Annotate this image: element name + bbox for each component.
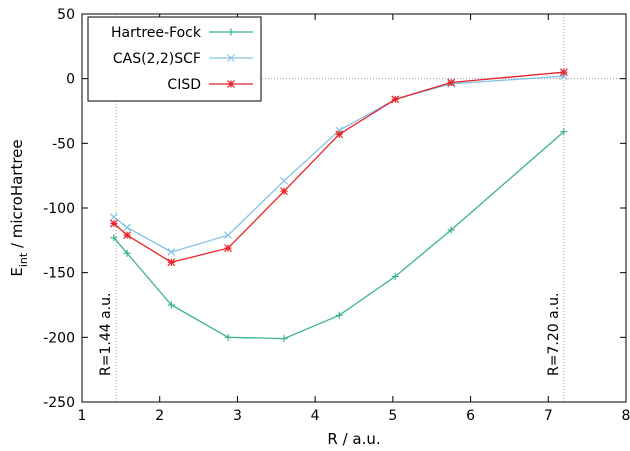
y-axis-title-main: E <box>8 267 26 276</box>
data-point <box>123 223 131 232</box>
data-point <box>280 187 288 196</box>
data-point <box>227 80 235 88</box>
marker-stroke <box>280 176 288 185</box>
data-point <box>123 249 131 257</box>
x-tick-label: 1 <box>78 408 87 424</box>
marker-stroke <box>123 223 131 232</box>
data-point <box>123 231 131 240</box>
x-tick-label: 3 <box>233 408 242 424</box>
data-point <box>224 333 232 341</box>
x-tick-label: 8 <box>622 408 630 424</box>
data-point <box>227 54 235 62</box>
y-tick-label: 50 <box>57 7 75 23</box>
marker-stroke <box>280 187 288 196</box>
marker-stroke <box>335 130 344 139</box>
data-point <box>109 219 118 228</box>
data-point <box>560 128 568 136</box>
marker-stroke <box>391 95 400 104</box>
y-tick-label: -50 <box>52 136 75 152</box>
y-axis-title: Eint / microHartree <box>8 139 30 276</box>
x-tick-label: 6 <box>466 408 475 424</box>
data-point <box>167 248 176 256</box>
marker-stroke <box>559 68 568 77</box>
legend-label: CAS(2,2)SCF <box>113 51 201 67</box>
marker-stroke <box>167 248 176 256</box>
data-point <box>559 68 568 77</box>
marker-stroke <box>123 231 131 240</box>
series-line-cas-2-2-scf <box>113 75 564 253</box>
y-axis-title-rest: / microHartree <box>8 139 26 252</box>
marker-stroke <box>224 244 233 253</box>
legend-label: Hartree-Fock <box>111 25 202 41</box>
ticks: 1 2 3 4 5 6 7 8 -250 -200 -150 -100 -50 0 50 <box>43 7 630 424</box>
annotations: R=1.44 a.u. R=7.20 a.u. <box>98 293 562 376</box>
marker-stroke <box>227 80 235 88</box>
data-point <box>335 130 344 139</box>
data-point <box>280 176 288 185</box>
data-point <box>167 258 176 267</box>
data-point <box>447 226 455 234</box>
y-tick-label: -250 <box>43 395 75 411</box>
data-point <box>391 95 400 104</box>
y-tick-label: -100 <box>43 201 75 217</box>
marker-stroke <box>109 213 118 221</box>
y-tick-label: -150 <box>43 266 75 282</box>
data-point <box>224 231 233 240</box>
marker-stroke <box>224 231 233 240</box>
y-tick-label: 0 <box>66 72 75 88</box>
legend-entries: Hartree-Fock CAS(2,2)SCF CISD <box>111 25 253 93</box>
data-point <box>335 311 343 319</box>
x-axis-title: R / a.u. <box>327 430 380 448</box>
y-axis-title-sub: int <box>17 252 30 267</box>
x-tick-label: 7 <box>544 408 553 424</box>
legend: Hartree-Fock CAS(2,2)SCF CISD <box>87 16 262 102</box>
reference-line-label: R=1.44 a.u. <box>98 293 114 376</box>
legend-label: CISD <box>167 77 201 93</box>
series-line-hartree-fock <box>113 131 565 340</box>
marker-stroke <box>109 219 118 228</box>
marker-stroke <box>167 258 176 267</box>
x-tick-label: 5 <box>388 408 397 424</box>
data-point <box>447 78 456 87</box>
marker-stroke <box>447 78 456 87</box>
data-point <box>109 213 118 221</box>
series-layer <box>109 68 568 343</box>
data-point <box>391 273 399 281</box>
x-tick-label: 2 <box>155 408 164 424</box>
data-point <box>167 301 175 309</box>
y-tick-label: -200 <box>43 330 75 346</box>
data-point <box>224 244 233 253</box>
x-tick-label: 4 <box>311 408 320 424</box>
data-point <box>110 234 118 242</box>
data-point <box>227 28 235 36</box>
data-point <box>280 335 288 343</box>
reference-line-label: R=7.20 a.u. <box>546 293 562 376</box>
marker-stroke <box>227 54 235 62</box>
